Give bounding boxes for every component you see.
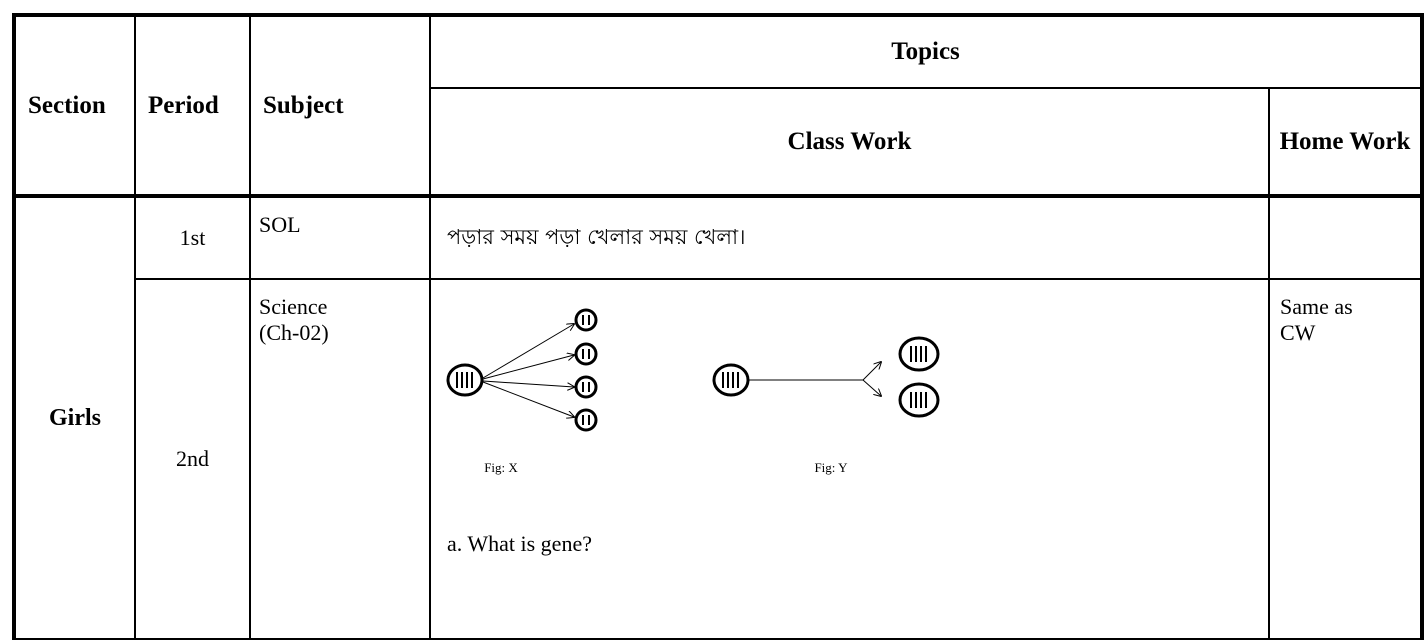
class-work-cell: Fig: X Fig: Y a. What is gene? — [429, 278, 1270, 640]
home-work-cell: Same as CW — [1268, 278, 1424, 640]
period-cell: 2nd — [134, 278, 251, 640]
figure-y — [712, 336, 940, 418]
class-work-cell: পড়ার সময় পড়া খেলার সময় খেলা। — [429, 195, 1270, 280]
header-section: Section — [12, 13, 136, 198]
question: a. What is gene? — [447, 531, 592, 556]
header-period: Period — [134, 13, 251, 198]
home-work-text: Same as CW — [1280, 294, 1353, 345]
figure-label: Fig: X — [484, 460, 518, 475]
page: {"table": { "header": {"section": "Secti… — [12, 13, 1424, 640]
header-class-work: Class Work — [429, 87, 1270, 198]
subject-text: Science (Ch-02) — [259, 294, 329, 345]
header-topics: Topics — [429, 13, 1424, 89]
header-home-work: Home Work — [1268, 87, 1424, 198]
subject-text: SOL — [259, 212, 301, 237]
header-subject: Subject — [249, 13, 431, 198]
figure-label: Fig: Y — [814, 460, 848, 475]
figure-x — [446, 308, 598, 432]
figures: Fig: X Fig: Y — [446, 308, 940, 475]
section-cell: Girls — [12, 195, 136, 640]
subject-cell: SOL — [249, 195, 431, 280]
period-cell: 1st — [134, 195, 251, 280]
home-work-cell — [1268, 195, 1424, 280]
subject-cell: Science (Ch-02) — [249, 278, 431, 640]
schedule-table: Section Period Subject Topics Class Work… — [12, 13, 1424, 640]
